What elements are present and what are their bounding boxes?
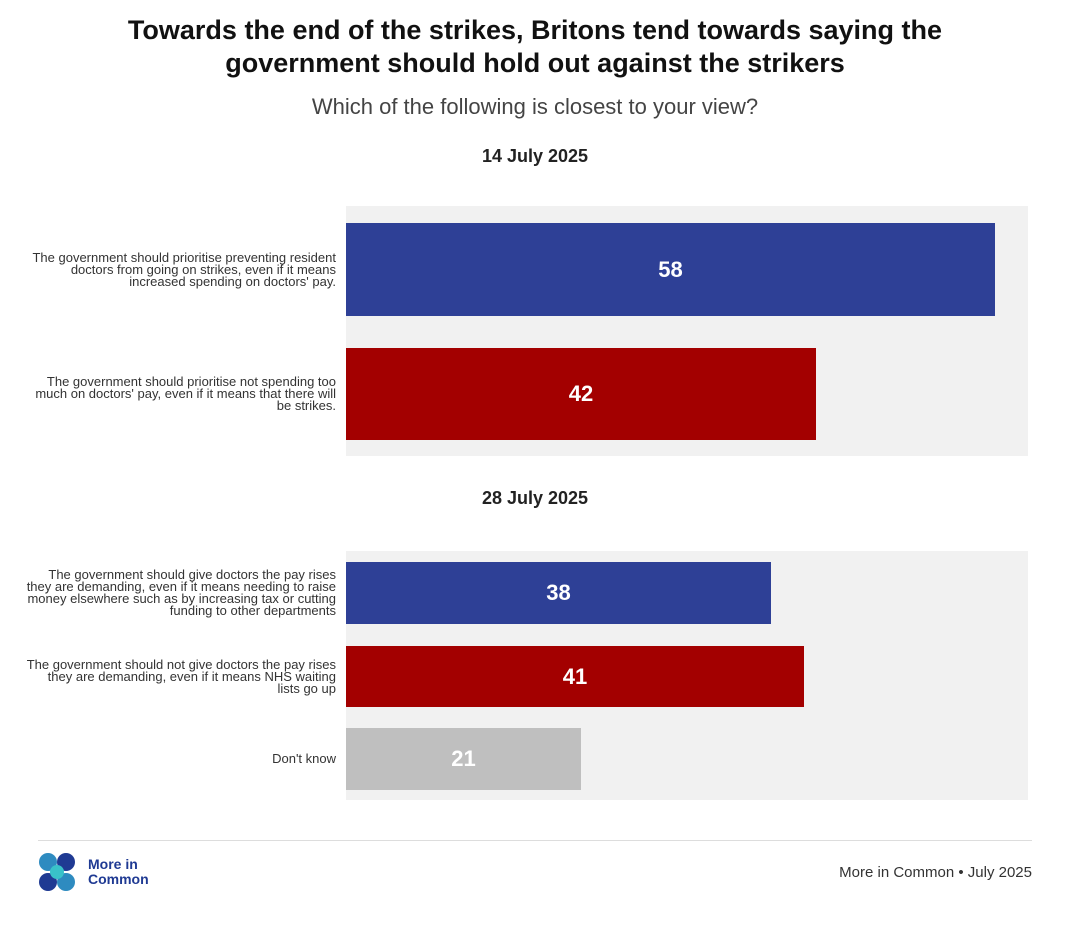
- bar: 58: [346, 223, 995, 316]
- bar: 38: [346, 562, 771, 624]
- footer-divider: [38, 840, 1032, 841]
- bar-value-label: 38: [546, 580, 571, 605]
- bar-value-label: 42: [568, 381, 594, 406]
- bar: 41: [346, 646, 804, 707]
- bar-label: Don't know: [272, 751, 336, 766]
- logo-text-line-1: More in: [88, 856, 138, 872]
- source-credit: More in Common • July 2025: [839, 864, 1032, 881]
- bar: 42: [346, 348, 816, 440]
- panel-1-date: 14 July 2025: [481, 146, 589, 166]
- bar-label: The government should not give doctors t…: [26, 656, 336, 696]
- panel-2-date: 28 July 2025: [481, 488, 589, 508]
- bar-label: The government should prioritise not spe…: [35, 374, 336, 413]
- bar-label: The government should prioritise prevent…: [32, 249, 336, 289]
- logo-mark-icon: [39, 853, 75, 891]
- logo-text-line-2: Common: [88, 871, 149, 887]
- more-in-common-logo: More in Common: [38, 852, 149, 892]
- bar-value-label: 21: [451, 746, 476, 771]
- chart-title: Towards the end of the strikes, Britons …: [127, 15, 943, 78]
- bar-label: The government should give doctors the p…: [26, 567, 336, 618]
- bar-value-label: 58: [658, 256, 683, 282]
- chart-subtitle: Which of the following is closest to you…: [311, 94, 759, 119]
- bar-value-label: 41: [562, 663, 588, 689]
- bar: 21: [346, 728, 581, 790]
